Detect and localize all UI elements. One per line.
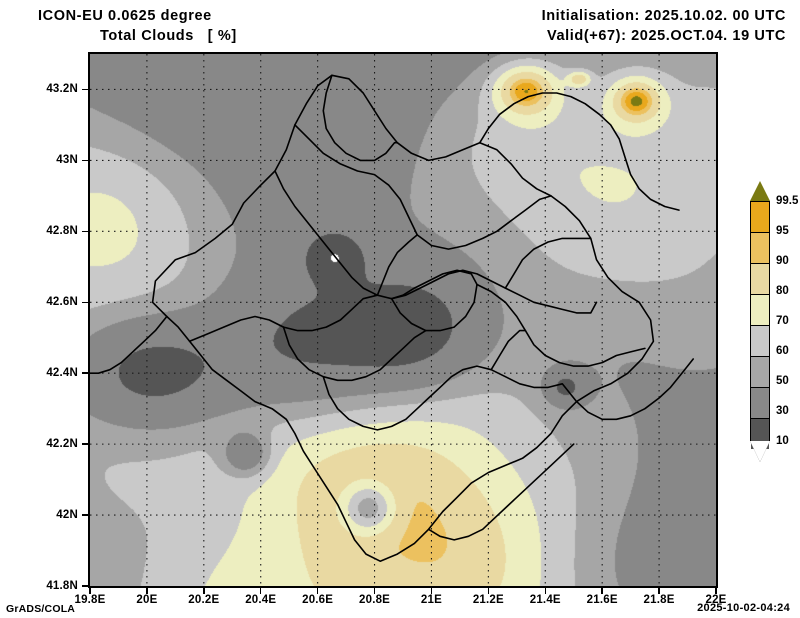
y-axis-label: 41.8N: [46, 580, 78, 592]
colorbar-high-extend-arrow: [750, 181, 770, 201]
x-axis-tick: [89, 588, 91, 594]
header-left-block: ICON-EU 0.0625 degree Total Clouds [ %]: [38, 6, 237, 46]
colorbar-swatch-90-95-light-orange: [751, 232, 769, 263]
x-axis-label: 20.2E: [188, 594, 220, 606]
variable-title: Total Clouds [ %]: [100, 28, 237, 44]
x-axis-label: 20.8E: [359, 594, 391, 606]
x-axis-tick: [203, 588, 205, 594]
x-axis-tick: [715, 588, 717, 594]
y-axis-tick: [82, 443, 88, 445]
y-axis-label: 42.8N: [46, 225, 78, 238]
colorbar-swatch-80-90-sand: [751, 263, 769, 294]
x-axis-tick: [430, 588, 433, 594]
x-axis-label: 22E: [705, 594, 727, 606]
x-axis-tick: [373, 588, 376, 594]
colorbar-tick-label: 10: [776, 435, 789, 447]
x-axis-label: 19.8E: [74, 594, 106, 606]
x-axis-label: 21.2E: [472, 594, 504, 606]
colorbar-tick-label: 95: [776, 225, 789, 237]
colorbar-tick-label: 80: [776, 285, 789, 297]
colorbar-tick-label: 90: [776, 255, 789, 267]
colorbar-swatch-70-80-pale-yellow: [751, 294, 769, 325]
x-axis-label: 21E: [420, 594, 442, 606]
map-plot-area[interactable]: [88, 52, 718, 588]
x-axis-tick: [487, 588, 490, 594]
colorbar-tick-label: 30: [776, 405, 789, 417]
colorbar-tick-label: 70: [776, 315, 789, 327]
x-axis-label: 20.6E: [302, 594, 334, 606]
colorbar: 99.5 95 90 80 70 60 50 30 10: [750, 181, 798, 462]
y-axis-tick: [82, 159, 88, 162]
model-title: ICON-EU 0.0625 degree: [38, 8, 212, 24]
x-axis-label: 20.4E: [245, 594, 277, 606]
y-axis-label: 43N: [56, 154, 78, 167]
colorbar-swatch-95-99.5-orange: [751, 202, 769, 232]
colorbar-tick-label: 60: [776, 345, 789, 357]
y-axis-tick: [82, 372, 88, 374]
x-axis-label: 21.4E: [529, 594, 561, 606]
x-axis-tick: [146, 588, 148, 594]
colorbar-tick-label: 50: [776, 375, 789, 387]
y-axis-label: 42.2N: [46, 438, 78, 451]
y-axis-label: 42N: [56, 509, 78, 522]
x-axis-tick: [316, 588, 319, 594]
y-axis-tick: [82, 301, 88, 304]
x-axis-label: 21.8E: [643, 594, 675, 606]
y-axis-label: 42.6N: [46, 296, 78, 309]
x-axis-tick: [658, 588, 660, 594]
colorbar-body: [750, 201, 770, 449]
header-right-block: Initialisation: 2025.10.02. 00 UTC Valid…: [542, 6, 786, 46]
colorbar-low-extend-arrow: [750, 441, 770, 462]
valid-time: Valid(+67): 2025.OCT.04. 19 UTC: [546, 28, 786, 44]
y-axis-tick: [82, 585, 88, 587]
y-axis-label: 43.2N: [46, 83, 78, 96]
x-axis-tick: [601, 588, 603, 594]
y-axis-tick: [82, 230, 88, 233]
render-timestamp: 2025-10-02-04:24: [697, 602, 790, 614]
y-axis-tick: [82, 88, 88, 91]
y-axis-label: 42.4N: [46, 367, 78, 380]
colorbar-swatch-50-60-mid-grey: [751, 356, 769, 387]
x-axis-tick: [259, 588, 262, 594]
cloud-cover-field: [90, 54, 716, 586]
credit-label: GrADS/COLA: [6, 603, 76, 615]
x-axis-label: 21.6E: [586, 594, 618, 606]
y-axis-tick: [82, 514, 88, 516]
colorbar-swatch-30-50-grey: [751, 387, 769, 418]
colorbar-tick-label: 99.5: [776, 195, 799, 207]
x-axis-label: 20E: [136, 594, 158, 606]
colorbar-swatch-60-70-light-grey: [751, 325, 769, 356]
x-axis-tick: [544, 588, 547, 594]
initialisation-time: Initialisation: 2025.10.02. 00 UTC: [541, 8, 786, 24]
